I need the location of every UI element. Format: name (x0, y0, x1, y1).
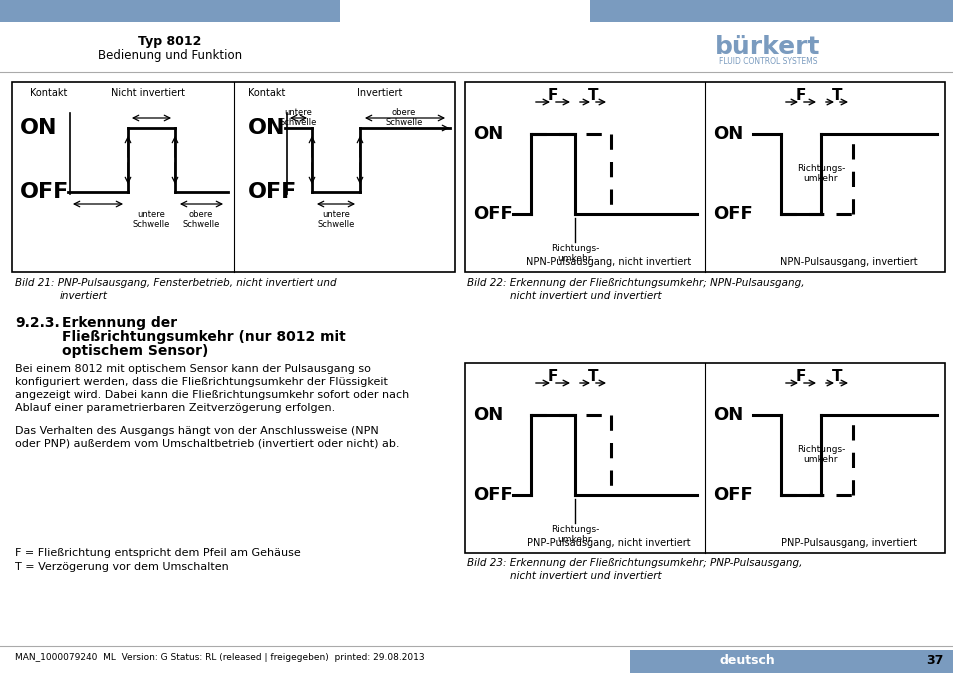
Text: F: F (795, 88, 805, 103)
Text: T = Verzögerung vor dem Umschalten: T = Verzögerung vor dem Umschalten (15, 562, 229, 572)
Text: nicht invertiert und invertiert: nicht invertiert und invertiert (510, 291, 661, 301)
Bar (464, 82, 944, 272)
Text: Erkennung der: Erkennung der (62, 316, 177, 330)
Text: angezeigt wird. Dabei kann die Fließrichtungsumkehr sofort oder nach: angezeigt wird. Dabei kann die Fließrich… (15, 390, 409, 400)
Text: ON: ON (473, 125, 503, 143)
Text: Richtungs-
umkehr: Richtungs- umkehr (796, 164, 844, 184)
Text: OFF: OFF (473, 486, 512, 504)
Text: T: T (831, 88, 841, 103)
Text: Typ 8012: Typ 8012 (138, 35, 201, 48)
Text: Kontakt: Kontakt (30, 88, 68, 98)
Text: ON: ON (20, 118, 57, 138)
Text: optischem Sensor): optischem Sensor) (62, 344, 208, 358)
Text: Richtungs-
umkehr: Richtungs- umkehr (796, 445, 844, 464)
Text: FLUID CONTROL SYSTEMS: FLUID CONTROL SYSTEMS (718, 57, 817, 66)
Text: F: F (795, 369, 805, 384)
Text: Bedienung und Funktion: Bedienung und Funktion (98, 49, 242, 62)
Text: obere
Schwelle: obere Schwelle (385, 108, 422, 127)
Text: OFF: OFF (20, 182, 70, 202)
Text: OFF: OFF (473, 205, 512, 223)
Text: F = Fließrichtung entspricht dem Pfeil am Gehäuse: F = Fließrichtung entspricht dem Pfeil a… (15, 548, 300, 558)
Text: Richtungs-
umkehr: Richtungs- umkehr (550, 244, 598, 263)
Text: ON: ON (248, 118, 285, 138)
Text: T: T (587, 369, 598, 384)
Text: oder PNP) außerdem vom Umschaltbetrieb (invertiert oder nicht) ab.: oder PNP) außerdem vom Umschaltbetrieb (… (15, 439, 399, 449)
Text: PNP-Pulsausgang, invertiert: PNP-Pulsausgang, invertiert (781, 538, 916, 548)
Text: F: F (547, 369, 558, 384)
Text: Bild 21: PNP-Pulsausgang, Fensterbetrieb, nicht invertiert und: Bild 21: PNP-Pulsausgang, Fensterbetrieb… (15, 278, 336, 288)
Text: T: T (831, 369, 841, 384)
Text: MAN_1000079240  ML  Version: G Status: RL (released | freigegeben)  printed: 29.: MAN_1000079240 ML Version: G Status: RL … (15, 653, 424, 662)
Text: untere
Schwelle: untere Schwelle (132, 210, 170, 229)
Bar (464, 363, 944, 553)
Text: OFF: OFF (248, 182, 297, 202)
Text: Invertiert: Invertiert (357, 88, 402, 98)
Text: PNP-Pulsausgang, nicht invertiert: PNP-Pulsausgang, nicht invertiert (527, 538, 690, 548)
Text: ON: ON (712, 125, 742, 143)
Text: Fließrichtungsumkehr (nur 8012 mit: Fließrichtungsumkehr (nur 8012 mit (62, 330, 345, 344)
Text: deutsch: deutsch (720, 655, 775, 668)
Text: F: F (547, 88, 558, 103)
Text: Bei einem 8012 mit optischem Sensor kann der Pulsausgang so: Bei einem 8012 mit optischem Sensor kann… (15, 364, 371, 374)
Text: bürkert: bürkert (715, 35, 820, 59)
Text: OFF: OFF (712, 486, 752, 504)
Text: untere
Schwelle: untere Schwelle (279, 108, 316, 127)
Text: Richtungs-
umkehr: Richtungs- umkehr (550, 525, 598, 544)
Text: OFF: OFF (712, 205, 752, 223)
Text: NPN-Pulsausgang, nicht invertiert: NPN-Pulsausgang, nicht invertiert (526, 257, 691, 267)
Text: Bild 22: Erkennung der Fließrichtungsumkehr; NPN-Pulsausgang,: Bild 22: Erkennung der Fließrichtungsumk… (467, 278, 803, 288)
Text: untere
Schwelle: untere Schwelle (317, 210, 355, 229)
Text: ON: ON (473, 406, 503, 424)
Text: invertiert: invertiert (60, 291, 108, 301)
Text: 9.2.3.: 9.2.3. (15, 316, 60, 330)
Text: nicht invertiert und invertiert: nicht invertiert und invertiert (510, 571, 661, 581)
Text: Nicht invertiert: Nicht invertiert (111, 88, 185, 98)
Text: NPN-Pulsausgang, invertiert: NPN-Pulsausgang, invertiert (780, 257, 917, 267)
Text: ON: ON (712, 406, 742, 424)
Text: Kontakt: Kontakt (248, 88, 285, 98)
Text: 37: 37 (925, 655, 943, 668)
Bar (589, 0, 953, 22)
Text: T: T (587, 88, 598, 103)
Text: konfiguriert werden, dass die Fließrichtungsumkehr der Flüssigkeit: konfiguriert werden, dass die Fließricht… (15, 377, 388, 387)
Bar (12, 82, 455, 272)
Bar (629, 650, 953, 673)
Text: obere
Schwelle: obere Schwelle (182, 210, 219, 229)
Text: Ablauf einer parametrierbaren Zeitverzögerung erfolgen.: Ablauf einer parametrierbaren Zeitverzög… (15, 403, 335, 413)
Text: Bild 23: Erkennung der Fließrichtungsumkehr; PNP-Pulsausgang,: Bild 23: Erkennung der Fließrichtungsumk… (467, 558, 801, 568)
Text: Das Verhalten des Ausgangs hängt von der Anschlussweise (NPN: Das Verhalten des Ausgangs hängt von der… (15, 426, 378, 436)
Bar (0, 0, 339, 22)
